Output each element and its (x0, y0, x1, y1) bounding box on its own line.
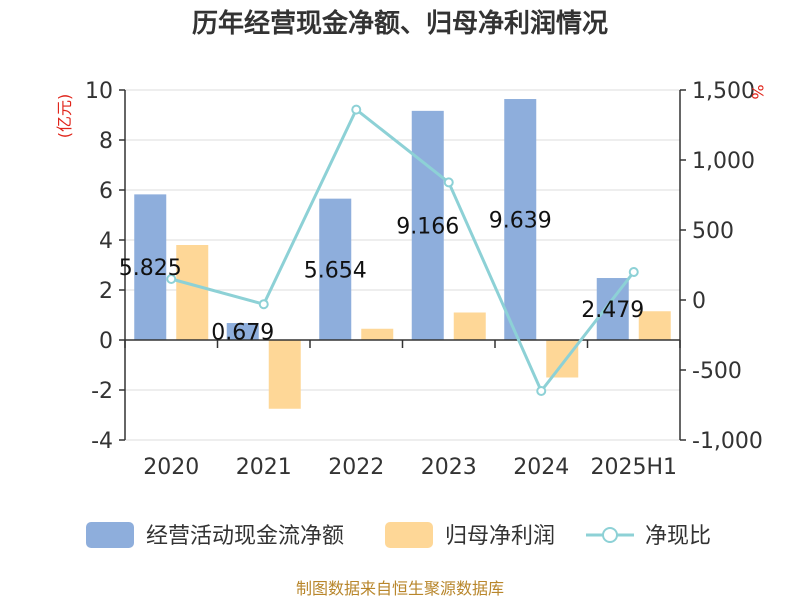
right-tick-label: 1,000 (692, 149, 755, 174)
bar-cashflow-2020 (134, 194, 167, 340)
ratio-point-2021 (258, 299, 269, 310)
category-label: 2020 (143, 455, 199, 480)
source-note: 制图数据来自恒生聚源数据库 (296, 579, 504, 598)
bar-cashflow-2024 (504, 99, 537, 341)
left-tick-label: 4 (99, 229, 113, 254)
right-tick-label: 500 (692, 219, 734, 244)
left-tick-label: 6 (99, 179, 113, 204)
legend-label-cashflow: 经营活动现金流净额 (146, 524, 344, 549)
category-label: 2025H1 (590, 455, 677, 480)
right-axis-unit: % (748, 84, 767, 99)
left-tick-label: 10 (85, 79, 113, 104)
bar-cashflow-2022 (319, 198, 352, 340)
data-label: 5.654 (304, 258, 367, 283)
legend-label-ratio: 净现比 (645, 524, 711, 549)
category-label: 2022 (328, 455, 384, 480)
grid (125, 89, 680, 441)
left-tick-label: 8 (99, 129, 113, 154)
data-label: 2.479 (581, 298, 644, 323)
right-tick-label: 0 (692, 289, 706, 314)
right-tick-label: 1,500 (692, 79, 755, 104)
legend-label-netprofit: 归母净利润 (445, 524, 555, 549)
left-tick-label: 2 (99, 279, 113, 304)
left-tick-label: 0 (99, 329, 113, 354)
axes: 10 8 6 4 2 0 -2 -4 1,500 1,000 500 0 -500 -1,000 (亿元)%… (55, 79, 767, 480)
category-label: 2024 (513, 455, 569, 480)
right-tick-label: -1,000 (692, 429, 763, 454)
bar-cashflow-2025H1 (596, 278, 629, 340)
bar-netprofit-2023 (453, 312, 486, 340)
bar-netprofit-2025H1 (638, 311, 671, 340)
bar-cashflow-2021 (226, 323, 259, 340)
data-label: 5.825 (119, 256, 182, 281)
bar-netprofit-2024 (546, 340, 579, 378)
bar-netprofit-2020 (176, 245, 209, 340)
chart-title: 历年经营现金净额、归母净利润情况 (192, 8, 608, 39)
left-axis-unit: (亿元) (55, 94, 74, 139)
ratio-point-2020 (166, 274, 177, 284)
ratio-point-2025H1 (628, 267, 639, 277)
legend-swatch-netprofit (385, 522, 433, 548)
legend: 经营活动现金流净额 归母净利润 净现比 (86, 522, 711, 549)
ratio-line-path (170, 107, 635, 394)
data-label: 0.679 (211, 321, 274, 346)
bar-netprofit-2021 (268, 340, 301, 409)
data-labels: 5.825 0.679 5.654 9.166 9.639 2.479 (119, 209, 644, 346)
ratio-point-2023 (443, 177, 454, 188)
data-label: 9.639 (489, 209, 552, 234)
left-tick-label: -4 (91, 429, 113, 454)
legend-swatch-cashflow (86, 522, 134, 548)
right-tick-label: -500 (692, 359, 742, 384)
bar-netprofit-2022 (361, 328, 394, 340)
bars (134, 99, 671, 409)
ratio-point-2024 (536, 386, 547, 396)
legend-swatch-ratio-marker (602, 527, 618, 543)
bar-cashflow-2023 (411, 110, 444, 340)
category-label: 2021 (236, 455, 292, 480)
ratio-line (166, 104, 639, 396)
category-label: 2023 (421, 455, 477, 480)
ratio-point-2022 (351, 104, 362, 115)
data-label: 9.166 (396, 214, 459, 239)
left-tick-label: -2 (91, 379, 113, 404)
